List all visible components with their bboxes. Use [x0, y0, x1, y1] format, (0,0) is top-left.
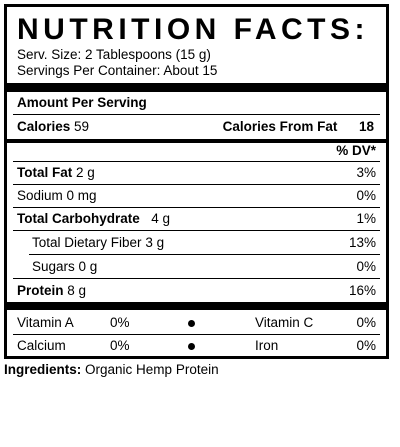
amount-per-serving: Amount Per Serving	[17, 95, 147, 110]
nutrient-row-sugars: Sugars 0 g	[32, 259, 97, 275]
nutrient-amount: 3 g	[145, 235, 165, 250]
servings-per-container: Servings Per Container: About 15	[17, 63, 217, 79]
divider	[13, 334, 380, 335]
bullet-icon	[188, 343, 195, 350]
nutrient-row-sodium: Sodium 0 mg	[17, 188, 97, 204]
nutrient-amount: 4 g	[151, 211, 171, 226]
nutrient-amount: 0 g	[78, 259, 98, 274]
nutrient-row-protein: Protein 8 g	[17, 283, 86, 299]
nutrient-dv: 3%	[356, 165, 376, 180]
calories-row: Calories 59	[17, 119, 89, 135]
nutrient-label: Total Carbohydrate	[17, 211, 140, 226]
label-title: NUTRITION FACTS:	[17, 13, 369, 46]
thick-divider-bottom	[7, 302, 386, 310]
calories-fat-label: Calories From Fat	[222, 119, 338, 134]
ingredients: Ingredients: Organic Hemp Protein	[4, 362, 219, 378]
divider	[13, 184, 380, 185]
nutrient-row-total-carbohydrate: Total Carbohydrate 4 g	[17, 211, 170, 227]
iron-value: 0%	[356, 338, 376, 353]
calcium-label: Calcium	[17, 338, 66, 353]
ingredients-label: Ingredients:	[4, 362, 82, 377]
vitamin-c-value: 0%	[356, 315, 376, 330]
nutrient-dv: 1%	[356, 211, 376, 226]
serving-size-label: Serv. Size:	[17, 47, 82, 62]
nutrient-row-total-fat: Total Fat 2 g	[17, 165, 95, 181]
nutrient-label: Total Fat	[17, 165, 73, 180]
calories-fat-value: 18	[358, 119, 374, 134]
nutrient-amount: 8 g	[67, 283, 87, 298]
nutrient-label: Total Dietary Fiber	[32, 235, 142, 250]
iron-label: Iron	[255, 338, 279, 353]
divider	[13, 230, 380, 231]
thick-divider-top	[7, 83, 386, 92]
nutrition-facts-label: NUTRITION FACTS: Serv. Size: 2 Tablespoo…	[4, 4, 389, 359]
calories-label: Calories	[17, 119, 71, 134]
divider	[29, 254, 380, 255]
calories-from-fat: Calories From Fat 18	[223, 119, 374, 135]
nutrient-label: Sodium	[17, 188, 63, 203]
nutrient-row-dietary-fiber: Total Dietary Fiber 3 g	[32, 235, 164, 251]
nutrient-label: Sugars	[32, 259, 75, 274]
calcium-value: 0%	[110, 338, 130, 353]
vitamin-a-value: 0%	[110, 315, 130, 330]
nutrient-amount: 0 mg	[66, 188, 97, 203]
bullet-icon	[188, 320, 195, 327]
nutrient-dv: 0%	[356, 259, 376, 274]
dv-header: % DV*	[336, 143, 376, 158]
calories-value: 59	[74, 119, 90, 134]
serving-size-value: 2 Tablespoons (15 g)	[85, 47, 211, 62]
nutrient-amount: 2 g	[76, 165, 95, 180]
vitamin-c-label: Vitamin C	[255, 315, 314, 330]
ingredients-value: Organic Hemp Protein	[85, 362, 219, 377]
divider	[13, 278, 380, 279]
divider	[13, 161, 380, 162]
nutrient-label: Protein	[17, 283, 64, 298]
divider	[13, 207, 380, 208]
serving-size: Serv. Size: 2 Tablespoons (15 g)	[17, 47, 211, 63]
nutrient-dv: 13%	[348, 235, 376, 250]
divider	[13, 114, 380, 115]
nutrient-dv: 16%	[348, 283, 376, 298]
nutrient-dv: 0%	[356, 188, 376, 203]
servings-label: Servings Per Container:	[17, 63, 161, 78]
medium-divider	[7, 139, 386, 143]
vitamin-a-label: Vitamin A	[17, 315, 74, 330]
servings-value: About 15	[163, 63, 218, 78]
